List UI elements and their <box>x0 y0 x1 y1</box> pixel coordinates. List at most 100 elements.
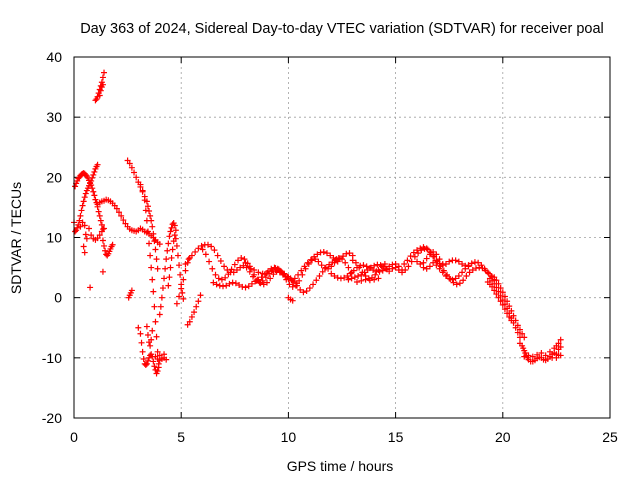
data-point <box>82 231 89 238</box>
data-point <box>224 266 231 273</box>
data-point <box>542 352 549 359</box>
data-point <box>75 175 82 182</box>
data-point <box>302 265 309 272</box>
data-point <box>246 263 253 270</box>
data-point <box>99 81 106 88</box>
data-point <box>243 264 250 271</box>
data-point <box>436 256 443 263</box>
data-point <box>149 223 156 230</box>
data-point <box>375 275 382 282</box>
data-point <box>399 269 406 276</box>
data-point <box>195 298 202 305</box>
data-point <box>248 280 255 287</box>
data-point <box>317 249 324 256</box>
data-point <box>158 294 165 301</box>
data-point <box>358 277 365 284</box>
data-point <box>87 284 94 291</box>
data-point <box>452 275 459 282</box>
data-point <box>98 228 105 235</box>
data-point <box>284 273 291 280</box>
data-point <box>83 235 90 242</box>
data-point <box>80 243 87 250</box>
data-point <box>352 259 359 266</box>
data-point <box>303 288 310 295</box>
data-point <box>354 279 361 286</box>
data-point <box>348 275 355 282</box>
data-point <box>356 264 363 271</box>
data-point <box>298 267 305 274</box>
data-point <box>90 188 97 195</box>
data-point <box>495 280 502 287</box>
data-point <box>142 207 149 214</box>
data-point <box>251 266 258 273</box>
data-point <box>436 265 443 272</box>
data-point <box>401 260 408 267</box>
data-point <box>140 356 147 363</box>
data-point <box>299 271 306 278</box>
data-point <box>126 160 133 167</box>
data-point <box>452 257 459 264</box>
data-point <box>499 301 506 308</box>
data-point <box>331 273 338 280</box>
data-point <box>259 270 266 277</box>
data-point <box>149 327 156 334</box>
data-point <box>146 240 153 247</box>
data-point <box>258 274 265 281</box>
data-point <box>364 266 371 273</box>
chart-title: Day 363 of 2024, Sidereal Day-to-day VTE… <box>80 21 604 37</box>
data-point <box>191 309 198 316</box>
data-point <box>180 276 187 283</box>
data-point <box>186 318 193 325</box>
data-point <box>163 256 170 263</box>
data-point <box>153 256 160 263</box>
data-point <box>217 257 224 264</box>
data-point <box>455 258 462 265</box>
data-point <box>152 318 159 325</box>
data-point <box>417 245 424 252</box>
data-point <box>407 253 414 260</box>
data-point <box>142 362 149 369</box>
data-point <box>327 252 334 259</box>
data-point <box>151 303 158 310</box>
data-point <box>135 324 142 331</box>
data-point <box>161 275 168 282</box>
data-point <box>508 317 515 324</box>
data-point <box>257 280 264 287</box>
data-point <box>444 271 451 278</box>
data-point <box>506 313 513 320</box>
data-point <box>433 262 440 269</box>
data-point <box>144 228 151 235</box>
data-point <box>128 164 135 171</box>
data-point <box>215 275 222 282</box>
data-point <box>414 247 421 254</box>
data-point <box>267 275 274 282</box>
data-point <box>347 270 354 277</box>
data-point <box>97 217 104 224</box>
data-point <box>355 273 362 280</box>
data-point <box>77 212 84 219</box>
data-point <box>151 363 158 370</box>
data-point <box>143 360 150 367</box>
data-point <box>455 273 462 280</box>
data-point <box>504 310 511 317</box>
data-point <box>168 254 175 261</box>
data-point <box>344 273 351 280</box>
data-point <box>212 271 219 278</box>
data-point <box>246 268 253 275</box>
data-point <box>94 161 101 168</box>
data-point <box>484 269 491 276</box>
y-axis-label: SDTVAR / TECUs <box>8 182 24 294</box>
data-point <box>216 282 223 289</box>
data-point <box>395 266 402 273</box>
data-point <box>328 270 335 277</box>
data-point <box>322 264 329 271</box>
data-point <box>469 266 476 273</box>
data-point <box>426 263 433 270</box>
data-point <box>143 217 150 224</box>
data-point <box>232 280 239 287</box>
data-point <box>101 69 108 76</box>
data-point <box>137 181 144 188</box>
data-point <box>138 339 145 346</box>
data-point <box>150 358 157 365</box>
data-point <box>555 340 562 347</box>
